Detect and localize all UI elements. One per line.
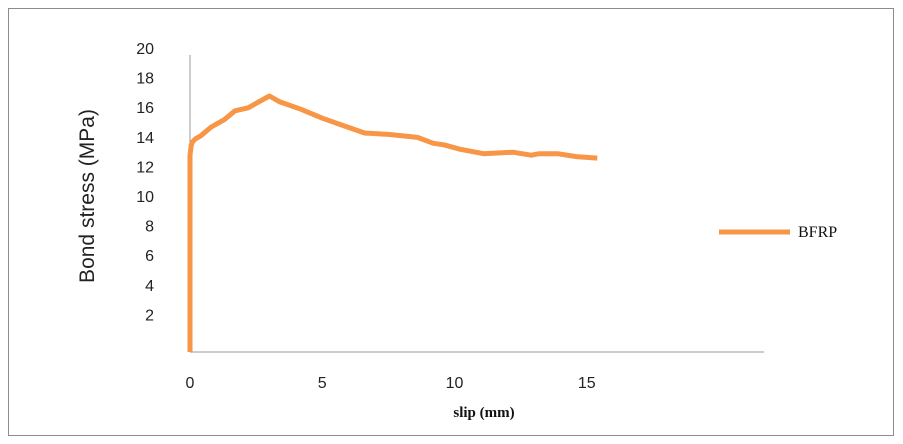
y-tick-label: 8 xyxy=(145,219,154,236)
series-line-bfrp xyxy=(187,93,598,352)
y-tick-label: 4 xyxy=(145,278,154,295)
y-tick-label: 10 xyxy=(136,189,154,206)
y-tick-label: 14 xyxy=(136,130,154,147)
legend: BFRP xyxy=(719,224,837,241)
x-tick-labels: 0 5 10 15 xyxy=(186,375,596,392)
x-axis-title: slip (mm) xyxy=(453,405,514,421)
x-tick-label: 5 xyxy=(318,375,327,392)
y-tick-labels: 2 4 6 8 10 12 14 16 18 20 xyxy=(136,41,154,324)
y-tick-label: 2 xyxy=(145,307,154,324)
x-tick-label: 0 xyxy=(186,375,195,392)
y-tick-label: 16 xyxy=(136,100,154,117)
y-axis-title: Bond stress (MPa) xyxy=(76,109,99,283)
chart-frame xyxy=(8,8,894,436)
y-tick-label: 18 xyxy=(136,71,154,88)
y-tick-label: 12 xyxy=(136,159,154,176)
y-tick-label: 20 xyxy=(136,41,154,58)
y-tick-label: 6 xyxy=(145,248,154,265)
legend-label-bfrp: BFRP xyxy=(798,224,837,241)
series-layer xyxy=(187,93,598,352)
x-tick-label: 10 xyxy=(446,375,464,392)
x-tick-label: 15 xyxy=(578,375,596,392)
